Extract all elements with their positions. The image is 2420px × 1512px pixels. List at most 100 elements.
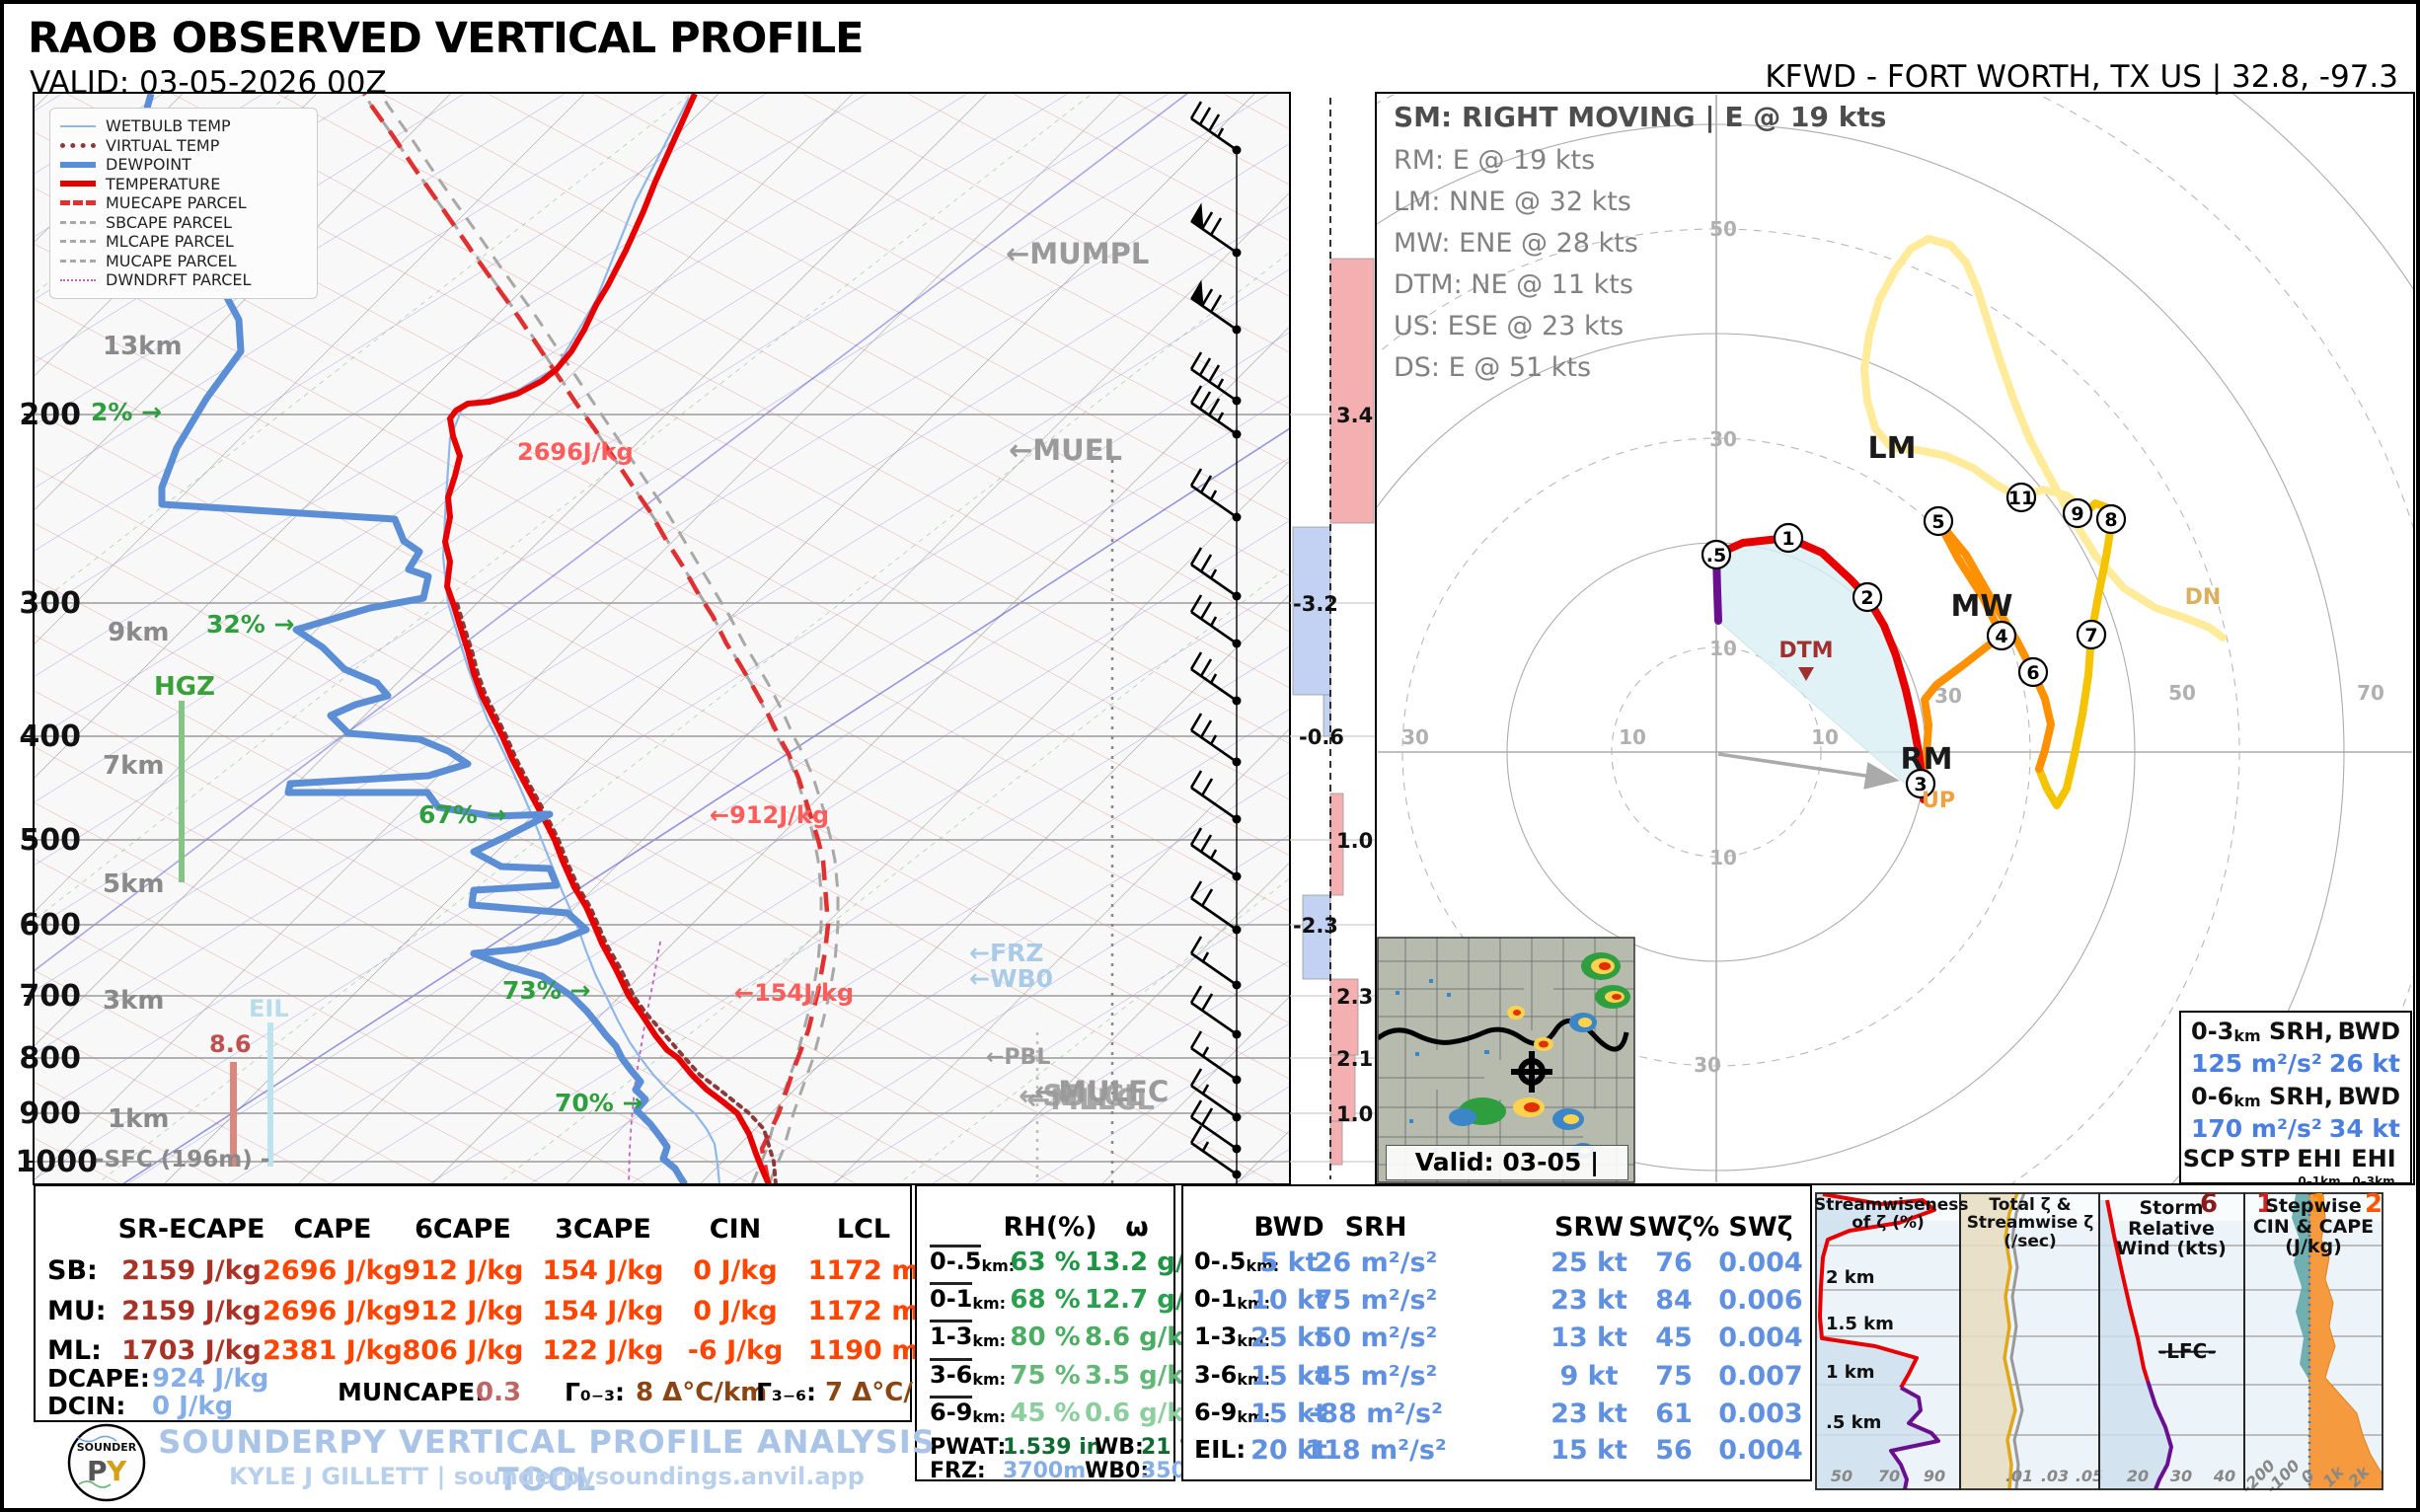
pressure-label: 600: [19, 908, 81, 943]
sw-tick: 50: [1831, 1467, 1853, 1485]
legend-item: VIRTUAL TEMP: [60, 136, 307, 156]
frz-value: 3700m: [1003, 1459, 1087, 1483]
storm-motion-line: RM: E @ 19 kts: [1394, 145, 1596, 176]
svg-text:10: 10: [1811, 725, 1839, 749]
rh-annotation: 73% →: [502, 976, 591, 1005]
mumpl-label: ←MUMPL: [1006, 237, 1149, 270]
svg-text:50: 50: [2168, 681, 2196, 705]
pwat-value: 1.539 in: [1003, 1435, 1102, 1460]
svg-text:P: P: [87, 1455, 108, 1487]
swzeta-pct-value: 76: [1655, 1247, 1693, 1278]
wind-barb-column: [1189, 100, 1243, 1184]
col-header-omega: ω: [1125, 1212, 1149, 1243]
srh-row-label: 0-6km SRH,: [2191, 1083, 2333, 1110]
storm-motion-arrow: [1717, 752, 1900, 790]
svg-text:11: 11: [2008, 488, 2034, 509]
ehi-0-1-value: 1: [2309, 1189, 2329, 1219]
ehi-header: EHI: [2351, 1145, 2396, 1172]
srh-0-6-value: 170 m²/s²: [2191, 1114, 2322, 1143]
kin-row-label: 0-.5: [1194, 1247, 1247, 1275]
svg-text:10: 10: [1709, 846, 1737, 869]
svg-text:4: 4: [1995, 626, 2007, 647]
mu-3cape: 154 J/kg: [542, 1296, 664, 1326]
up-label: UP: [1922, 789, 1955, 813]
omega-value: -0.6: [1299, 725, 1344, 749]
srw-value: 9 kt: [1559, 1361, 1619, 1392]
frz-label: ←FRZ: [969, 939, 1043, 967]
svg-text:2 km: 2 km: [1826, 1267, 1875, 1288]
svg-text:1: 1: [1781, 528, 1794, 550]
hodo-trace-3-6km: [1919, 517, 2055, 786]
svg-text:1.5 km: 1.5 km: [1826, 1314, 1894, 1334]
pressure-label: 800: [19, 1041, 81, 1076]
height-label: 3km: [103, 986, 164, 1016]
sb-6cape: 912 J/kg: [402, 1255, 524, 1286]
dcin-label: DCIN:: [47, 1392, 126, 1420]
legend-label: MLCAPE PARCEL: [106, 232, 234, 252]
moisture-row-label: 3-6: [930, 1358, 973, 1389]
inset-height-labels: 2 km 1.5 km 1 km .5 km: [1826, 1267, 1894, 1433]
svg-text:70: 70: [2357, 681, 2384, 705]
svg-text:10: 10: [1619, 725, 1646, 749]
hodo-ring-labels: 10 30 50 10 30 10 30 10 30 50 70: [1401, 217, 2384, 1077]
lapse-0-3-label: Γ₀₋₃:: [565, 1378, 626, 1406]
col-header-rh: RH(%): [1003, 1212, 1097, 1243]
swzeta-value: 0.004: [1718, 1247, 1803, 1278]
legend-item: MUCAPE PARCEL: [60, 252, 307, 271]
kin-row-label: 6-9: [1194, 1399, 1238, 1426]
stp-header: STP: [2239, 1145, 2291, 1172]
legend-item: MLCAPE PARCEL: [60, 232, 307, 252]
dtm-label: DTM: [1778, 639, 1833, 663]
wb0-label: WB0:: [1085, 1459, 1150, 1483]
muncape-label: MUNCAPE:: [338, 1378, 486, 1406]
svg-text:.5 km: .5 km: [1826, 1412, 1881, 1433]
col-header-sr-ecape: SR-ECAPE: [117, 1214, 265, 1245]
inset-panels: 2 km 1.5 km 1 km .5 km 50 70 90 .01 .03 …: [1815, 1192, 2383, 1497]
bwd-value: 15 kt: [1250, 1399, 1327, 1429]
omega-value: 3.4: [1336, 404, 1373, 427]
hodograph-border: [1375, 92, 2415, 1185]
omega-value: 1.0: [1336, 829, 1373, 853]
omega-value: 2.1: [1336, 1047, 1373, 1071]
swzeta-value: 0.007: [1718, 1361, 1803, 1392]
kin-row-label: 3-6: [1194, 1361, 1238, 1389]
ml-6cape: 806 J/kg: [402, 1335, 524, 1366]
storm-motion-block: SM: RIGHT MOVING | E @ 19 kts RM: E @ 19…: [1394, 101, 1886, 394]
col-header-srw: SRW: [1553, 1212, 1625, 1243]
skewt-panel: 200 300 400 500 600 700 800 900 1000 −20…: [16, 92, 1291, 1224]
legend-label: MUECAPE PARCEL: [106, 193, 247, 213]
scp-header: SCP: [2182, 1145, 2235, 1172]
hodograph-panel: 10 30 50 10 30 10 30 10 30 50 70: [1375, 92, 2415, 1185]
legend-item: TEMPERATURE: [60, 175, 307, 194]
frz-label: FRZ:: [930, 1459, 986, 1483]
bwd-0-6-value: 34 kt: [2328, 1114, 2400, 1143]
lapse-0-3-value: 8 Δ°C/km: [636, 1378, 768, 1407]
credit-line: KYLE J GILLETT | sounderpysoundings.anvi…: [229, 1463, 865, 1490]
svg-text:30: 30: [1401, 725, 1429, 749]
swzeta-value: 0.004: [1718, 1435, 1803, 1466]
height-label: 13km: [103, 332, 183, 361]
scp-value: 6: [2199, 1189, 2219, 1219]
bwd-0-3-value: 26 kt: [2328, 1049, 2400, 1078]
col-header-lcl: LCL: [836, 1214, 891, 1245]
virtual-temp-line: [455, 601, 778, 1184]
ml-lcl: 1190 m: [807, 1335, 920, 1366]
dcape-label: DCAPE:: [47, 1364, 150, 1393]
svg-text:1 km: 1 km: [1826, 1362, 1875, 1383]
svg-text:9: 9: [2071, 503, 2083, 525]
legend-label: DWNDRFT PARCEL: [106, 270, 252, 290]
storm-motion-line: US: ESE @ 23 kts: [1394, 311, 1625, 341]
omega-value: 2.3: [1336, 985, 1373, 1009]
legend-item: DWNDRFT PARCEL: [60, 270, 307, 290]
srh-bwd-stats-box: 0-3km SRH, BWD 125 m²/s² 26 kt 0-6km SRH, B…: [2179, 1011, 2412, 1219]
stp-value: 1: [2255, 1189, 2275, 1219]
rh-annotation: 70% →: [555, 1089, 643, 1117]
ehi-header: EHI: [2297, 1145, 2342, 1172]
bwd-value: 10 kt: [1250, 1285, 1327, 1316]
omega-value: -2.3: [1293, 914, 1338, 938]
streamwiseness-inset: [1816, 1193, 1940, 1489]
srh-value: 118 m²/s²: [1305, 1435, 1447, 1466]
col-header-6cape: 6CAPE: [415, 1214, 511, 1245]
srw-value: 15 kt: [1550, 1435, 1627, 1466]
isotherm-highlight: [34, 93, 1189, 972]
